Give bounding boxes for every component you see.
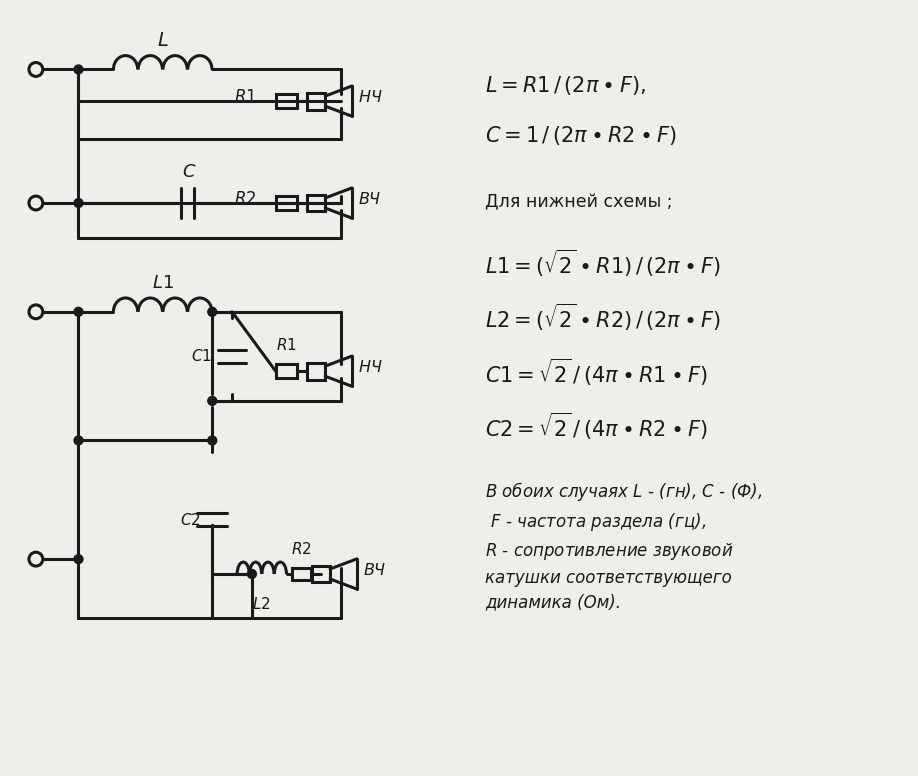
Text: $L2 = (\sqrt{2} \bullet R2)\,/\,(2\pi \bullet F)$: $L2 = (\sqrt{2} \bullet R2)\,/\,(2\pi \b… <box>485 302 721 333</box>
Bar <box>275 364 297 378</box>
Text: $ВЧ$: $ВЧ$ <box>358 191 382 207</box>
Circle shape <box>74 555 83 563</box>
Circle shape <box>29 196 43 210</box>
Text: $НЧ$: $НЧ$ <box>358 359 383 376</box>
Circle shape <box>74 436 83 445</box>
Bar <box>308 92 325 109</box>
Bar <box>312 566 330 583</box>
Circle shape <box>74 65 83 74</box>
Text: $L1 = (\sqrt{2} \bullet R1)\,/\,(2\pi \bullet F)$: $L1 = (\sqrt{2} \bullet R1)\,/\,(2\pi \b… <box>485 248 721 279</box>
Text: $L$: $L$ <box>157 32 169 50</box>
Circle shape <box>29 63 43 76</box>
Circle shape <box>207 397 217 405</box>
Text: $R1$: $R1$ <box>234 88 257 106</box>
Text: $C1$: $C1$ <box>191 348 212 365</box>
Circle shape <box>207 436 217 445</box>
Text: $R2$: $R2$ <box>234 191 257 207</box>
Text: $C$: $C$ <box>182 163 196 182</box>
Bar <box>275 196 297 210</box>
Text: Для нижней схемы ;: Для нижней схемы ; <box>485 193 672 211</box>
Bar <box>275 94 297 108</box>
Bar <box>308 195 325 211</box>
Text: $ВЧ$: $ВЧ$ <box>363 562 386 578</box>
Circle shape <box>29 553 43 566</box>
Circle shape <box>29 305 43 319</box>
Text: $R2$: $R2$ <box>291 541 312 557</box>
Text: $C2$: $C2$ <box>180 511 200 528</box>
Text: $НЧ$: $НЧ$ <box>358 89 383 106</box>
Circle shape <box>248 570 256 578</box>
Bar <box>292 567 311 580</box>
Text: $L2$: $L2$ <box>252 596 271 611</box>
Text: $C1 = \sqrt{2}\,/\,(4\pi \bullet R1 \bullet F)$: $C1 = \sqrt{2}\,/\,(4\pi \bullet R1 \bul… <box>485 356 708 387</box>
Circle shape <box>74 199 83 207</box>
Text: $C = 1\,/\,(2\pi \bullet R2 \bullet F)$: $C = 1\,/\,(2\pi \bullet R2 \bullet F)$ <box>485 124 677 147</box>
Bar <box>308 362 325 379</box>
Circle shape <box>74 307 83 317</box>
Circle shape <box>207 307 217 317</box>
Text: $R1$: $R1$ <box>276 338 297 353</box>
Text: $L1$: $L1$ <box>151 274 174 292</box>
Text: $C2 = \sqrt{2}\,/\,(4\pi \bullet R2 \bullet F)$: $C2 = \sqrt{2}\,/\,(4\pi \bullet R2 \bul… <box>485 411 708 442</box>
Text: $L = R1\,/\,(2\pi \bullet F),$: $L = R1\,/\,(2\pi \bullet F),$ <box>485 74 645 98</box>
Text: В обоих случаях $L$ - (гн), $C$ - (Ф),
 $F$ - частота раздела (гц),
$R$ - сопрот: В обоих случаях $L$ - (гн), $C$ - (Ф), $… <box>485 480 762 611</box>
